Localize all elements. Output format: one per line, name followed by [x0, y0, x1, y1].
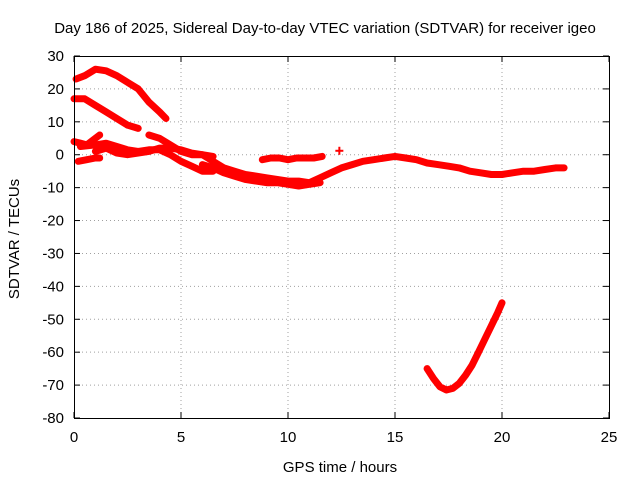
y-tick-label: 20	[47, 81, 64, 98]
y-tick-label: -70	[42, 377, 64, 394]
y-tick-label: -50	[42, 311, 64, 328]
y-tick-label: -10	[42, 180, 64, 197]
y-tick-label: -60	[42, 344, 64, 361]
chart-title: Day 186 of 2025, Sidereal Day-to-day VTE…	[54, 20, 596, 37]
series-arc-4	[74, 154, 104, 165]
x-tick-label: 0	[70, 429, 78, 446]
series-arc-10	[423, 299, 506, 394]
y-tick-label: 30	[47, 48, 64, 65]
grid-lines	[74, 56, 609, 418]
x-tick-label: 10	[280, 429, 297, 446]
y-tick-label: -30	[42, 245, 64, 262]
y-tick-label: -80	[42, 410, 64, 427]
series-arc-9	[258, 152, 326, 164]
data-series	[70, 65, 568, 394]
x-tick-label: 25	[601, 429, 618, 446]
y-axis-label: SDTVAR / TECUs	[6, 179, 23, 299]
x-tick-label: 20	[494, 429, 511, 446]
x-tick-label: 5	[177, 429, 185, 446]
y-tick-label: -40	[42, 278, 64, 295]
series-arc-7	[145, 131, 568, 187]
axis-ticks: 0 5 10 15 20 25 30 20 10 0 -10 -20 -30 -40 -50 -60 -70 -8…	[42, 48, 617, 446]
x-tick-label: 15	[387, 429, 404, 446]
y-tick-label: -20	[42, 213, 64, 230]
series-arc-8	[198, 161, 324, 190]
x-axis-label: GPS time / hours	[283, 459, 397, 476]
y-tick-label: 0	[56, 147, 64, 164]
plot-frame	[74, 56, 610, 419]
y-tick-label: 10	[47, 114, 64, 131]
series-arc-1	[72, 65, 170, 122]
series-arc-2	[70, 95, 142, 132]
